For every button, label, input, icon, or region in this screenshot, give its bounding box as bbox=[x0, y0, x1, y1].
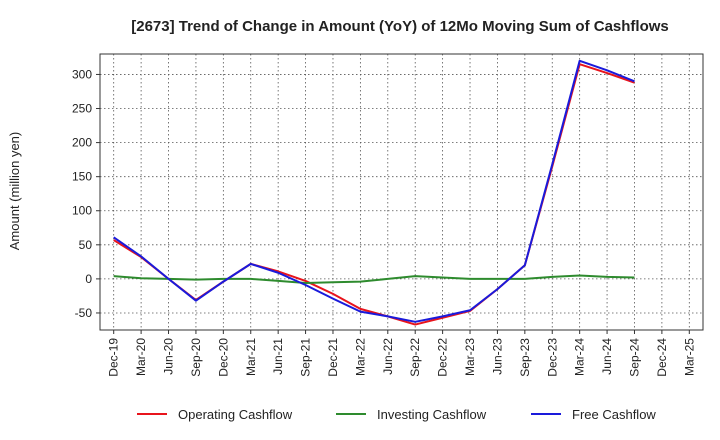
legend: Operating Cashflow Investing Cashflow Free… bbox=[137, 407, 656, 422]
y-tick-label: 0 bbox=[85, 272, 92, 286]
x-axis-ticks: Dec-19 Mar-20 Jun-20 Sep-20 Dec-20 Mar-21 Jun-… bbox=[107, 330, 696, 377]
x-tick-label: Sep-23 bbox=[518, 338, 532, 377]
x-tick-label: Dec-21 bbox=[326, 338, 340, 377]
plot-frame bbox=[99, 53, 704, 331]
y-tick-label: 150 bbox=[72, 170, 92, 184]
x-tick-label: Mar-20 bbox=[134, 338, 148, 376]
x-tick-label: Sep-20 bbox=[189, 338, 203, 377]
y-axis-ticks: -50 0 50 100 150 200 250 300 bbox=[72, 67, 100, 320]
investing-cashflow-line bbox=[113, 274, 635, 284]
y-tick-label: -50 bbox=[75, 306, 93, 320]
x-tick-label: Mar-23 bbox=[463, 338, 477, 376]
x-tick-label: Sep-22 bbox=[408, 338, 422, 377]
y-tick-label: 50 bbox=[79, 238, 93, 252]
operating-cashflow-line bbox=[113, 63, 635, 326]
y-tick-label: 200 bbox=[72, 136, 92, 150]
x-tick-label: Jun-24 bbox=[600, 338, 614, 375]
free-cashflow-line bbox=[113, 59, 635, 323]
operating-cashflow-legend-label: Operating Cashflow bbox=[178, 407, 293, 422]
x-tick-label: Jun-22 bbox=[381, 338, 395, 375]
y-axis-label: Amount (million yen) bbox=[7, 132, 22, 251]
grid bbox=[100, 54, 703, 330]
x-tick-label: Dec-22 bbox=[436, 338, 450, 377]
x-tick-label: Dec-23 bbox=[545, 338, 559, 377]
x-tick-label: Jun-20 bbox=[162, 338, 176, 375]
y-tick-label: 250 bbox=[72, 102, 92, 116]
x-tick-label: Dec-19 bbox=[107, 338, 121, 377]
series-lines bbox=[113, 59, 635, 326]
x-tick-label: Dec-20 bbox=[216, 338, 230, 377]
x-tick-label: Mar-25 bbox=[682, 338, 696, 376]
x-tick-label: Sep-21 bbox=[299, 338, 313, 377]
x-tick-label: Mar-22 bbox=[353, 338, 367, 376]
x-tick-label: Mar-24 bbox=[573, 338, 587, 376]
investing-cashflow-legend-label: Investing Cashflow bbox=[377, 407, 487, 422]
x-tick-label: Sep-24 bbox=[627, 338, 641, 377]
x-tick-label: Jun-23 bbox=[490, 338, 504, 375]
x-tick-label: Dec-24 bbox=[655, 338, 669, 377]
x-tick-label: Jun-21 bbox=[271, 338, 285, 375]
y-tick-label: 300 bbox=[72, 67, 92, 81]
y-tick-label: 100 bbox=[72, 204, 92, 218]
free-cashflow-legend-label: Free Cashflow bbox=[572, 407, 656, 422]
x-tick-label: Mar-21 bbox=[244, 338, 258, 376]
chart-title: [2673] Trend of Change in Amount (YoY) o… bbox=[131, 18, 669, 35]
